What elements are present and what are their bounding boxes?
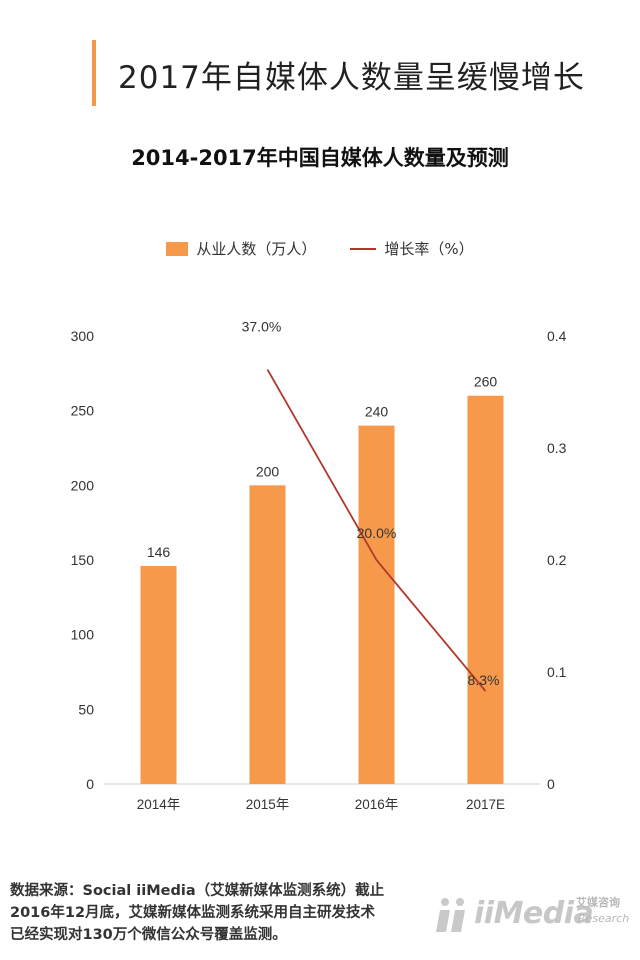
chart-legend: 从业人数（万人） 增长率（%） (0, 238, 640, 259)
y-left-tick-label: 300 (71, 328, 95, 344)
y-left-tick-label: 0 (86, 776, 94, 792)
growth-rate-label: 8.3% (468, 672, 500, 688)
y-left-tick-label: 250 (71, 403, 95, 419)
source-line-2: 2016年12月底，艾媒新媒体监测系统采用自主研发技术 (10, 905, 376, 921)
y-right-tick-label: 0.3 (547, 440, 567, 456)
y-right-tick-label: 0.2 (547, 552, 567, 568)
x-tick-label: 2014年 (137, 797, 181, 812)
y-left-tick-label: 150 (71, 552, 95, 568)
brand-name: iiMedia (474, 896, 594, 931)
legend-item-line: 增长率（%） (350, 238, 474, 259)
x-tick-label: 2015年 (246, 797, 290, 812)
bar-value-label: 260 (474, 374, 498, 390)
page-title: 2017年自媒体人数量呈缓慢增长 (118, 60, 585, 96)
brand-en: Research (578, 912, 630, 925)
chart-plot: 0 50 100 150 200 250 300 0 0.1 0.2 0.3 0.4 146 200 240… (71, 319, 567, 812)
bar-value-label: 146 (147, 544, 171, 560)
bar (358, 425, 395, 784)
y-left-tick-label: 200 (71, 477, 95, 493)
source-line-3: 已经实现对130万个微信公众号覆盖监测。 (10, 927, 287, 943)
bar (140, 565, 177, 784)
y-left-tick-label: 100 (71, 627, 95, 643)
brand-cn: 艾媒咨询 (576, 896, 620, 909)
growth-rate-label: 20.0% (357, 525, 397, 541)
bar (249, 485, 286, 784)
x-tick-label: 2016年 (355, 797, 399, 812)
legend-swatch-bar (166, 241, 189, 256)
growth-rate-label: 37.0% (242, 319, 282, 335)
legend-label-bar: 从业人数（万人） (196, 240, 317, 258)
legend-label-line: 增长率（%） (384, 240, 474, 258)
legend-swatch-line (350, 247, 377, 250)
header-accent-bar (92, 40, 96, 106)
legend-item-bar: 从业人数（万人） (166, 238, 316, 259)
x-tick-label: 2017E (466, 797, 505, 812)
brand-logo-block: iiMedia 艾媒咨询 Research (436, 890, 636, 940)
y-right-tick-label: 0.4 (547, 328, 567, 344)
y-right-tick-label: 0.1 (547, 664, 567, 680)
iimedia-logo-icon (436, 898, 465, 932)
bar (467, 395, 504, 784)
source-line-1: 数据来源：Social iiMedia（艾媒新媒体监测系统）截止 (10, 883, 385, 899)
bar-value-label: 240 (365, 404, 389, 420)
y-left-tick-label: 50 (78, 701, 94, 717)
y-right-tick-label: 0 (547, 776, 555, 792)
source-note: 数据来源：Social iiMedia（艾媒新媒体监测系统）截止 2016年12… (10, 880, 430, 946)
chart-title: 2014-2017年中国自媒体人数量及预测 (131, 146, 509, 170)
bar-value-label: 200 (256, 463, 280, 479)
